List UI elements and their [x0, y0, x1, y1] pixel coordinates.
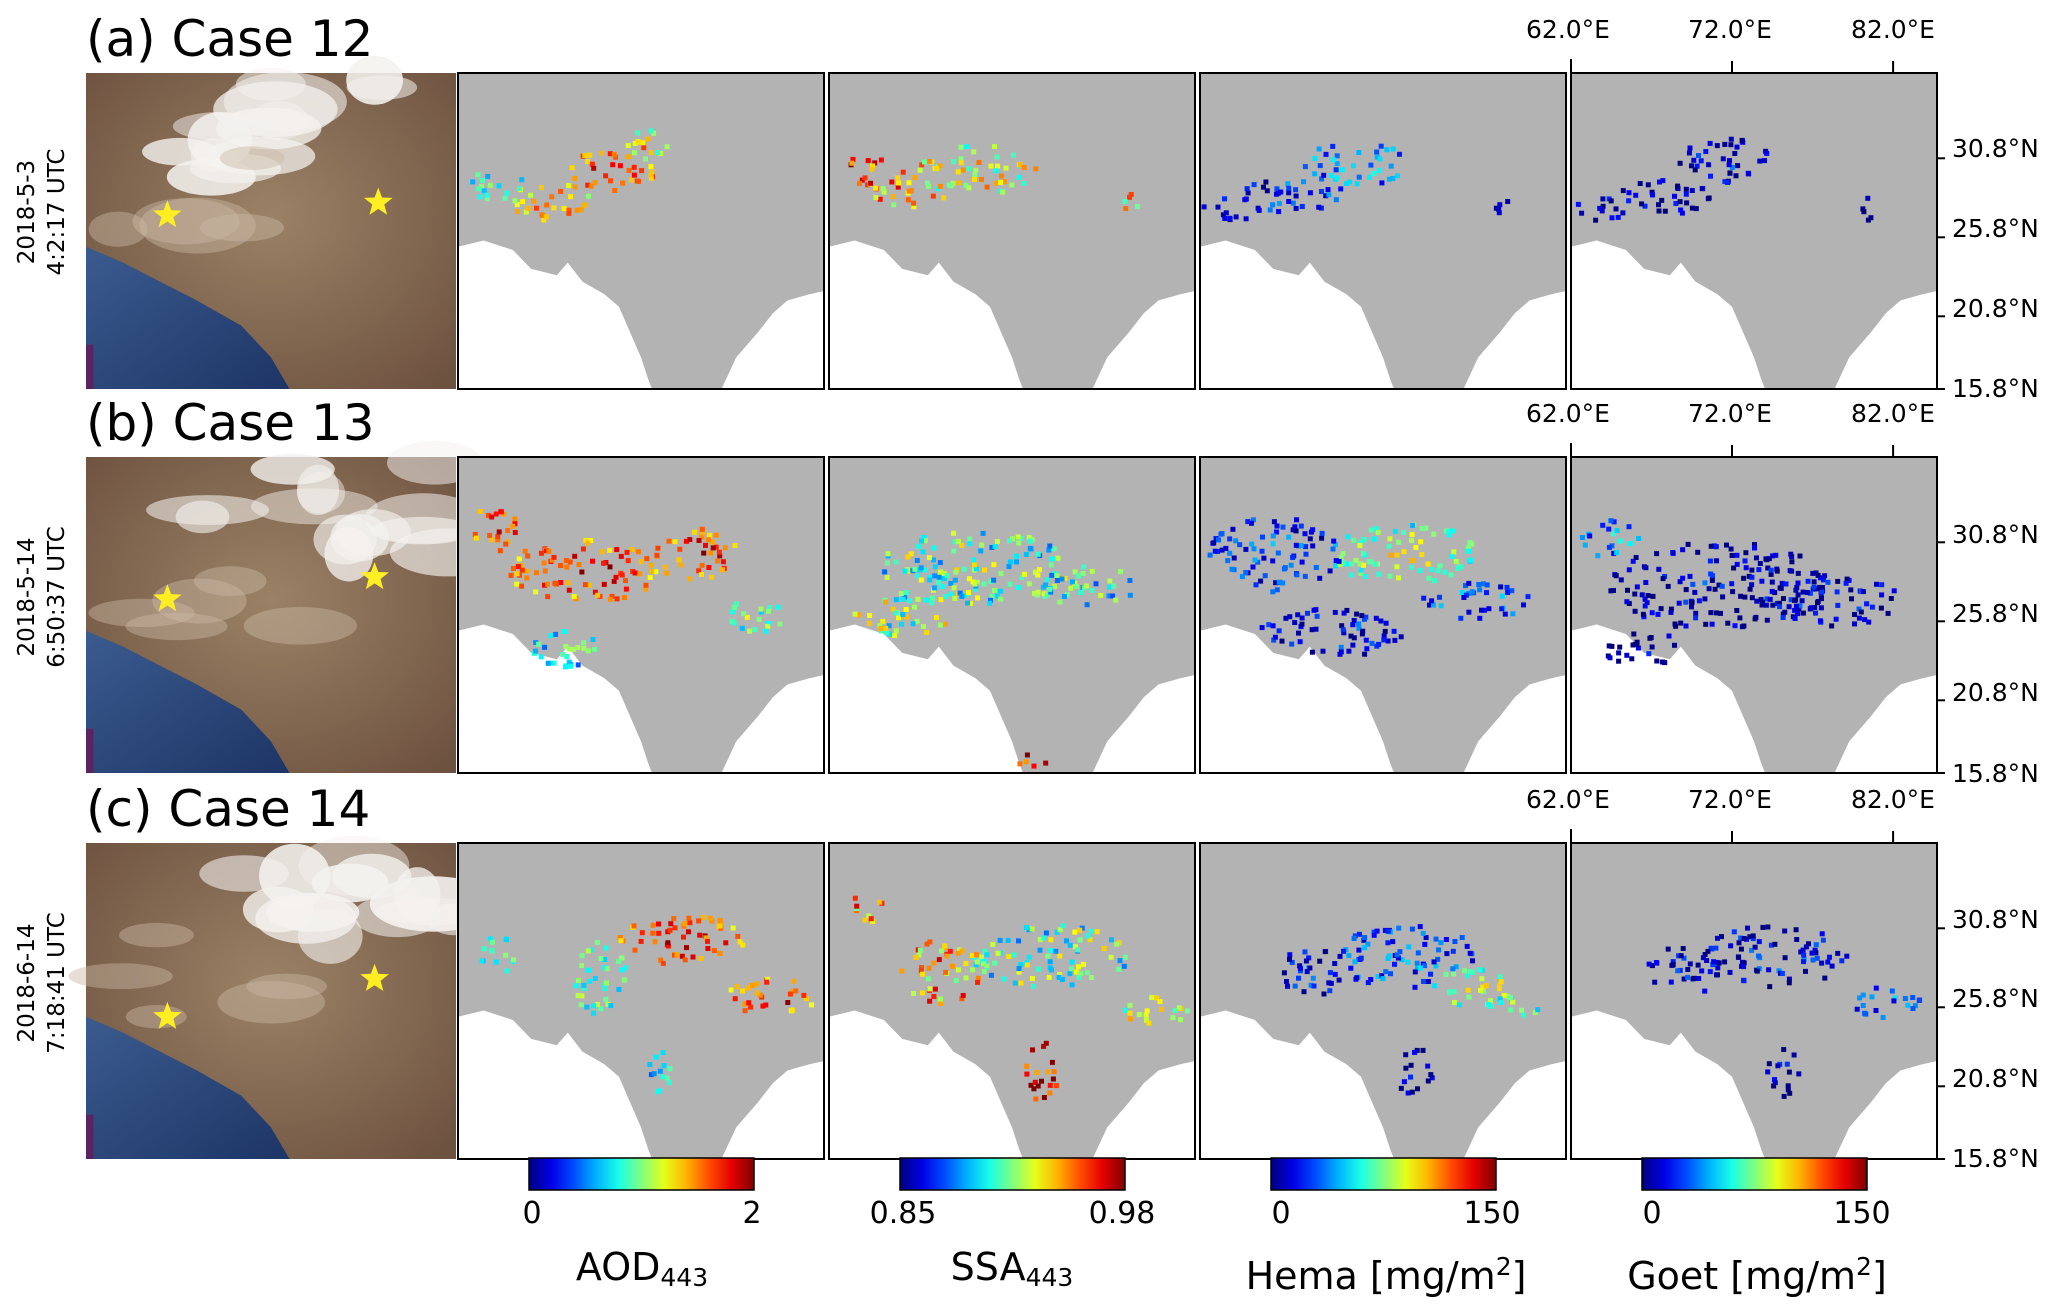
colorbar-hema-min: 0: [1271, 1196, 1291, 1231]
map-panel-ssa: [828, 456, 1196, 774]
lat-label-20-8: 20.8°N: [1952, 678, 2039, 707]
map-panel-aod: [457, 456, 825, 774]
case-title-b: (b) Case 13: [86, 394, 375, 452]
lon-label-62: 62.0°E: [1526, 15, 1610, 44]
colorbar-ssa: [899, 1157, 1126, 1191]
colorbar-ssa-max: 0.98: [1088, 1196, 1156, 1231]
map-panel-hema: [1199, 842, 1567, 1160]
lat-label-20-8: 20.8°N: [1952, 1064, 2039, 1093]
colorbar-aod-min: 0: [522, 1196, 542, 1231]
colorbar-hema-max: 150: [1463, 1196, 1521, 1231]
lat-label-30-8: 30.8°N: [1952, 134, 2039, 163]
site-star-icon: [153, 1001, 182, 1029]
lat-label-15-8: 15.8°N: [1952, 1144, 2039, 1173]
lat-label-25-8: 25.8°N: [1952, 984, 2039, 1013]
lat-label-15-8: 15.8°N: [1952, 374, 2039, 403]
colorbar-aod-max: 2: [742, 1196, 762, 1231]
case-title-c: (c) Case 14: [86, 780, 371, 838]
lon-label-72: 72.0°E: [1688, 15, 1772, 44]
map-panel-aod: [457, 72, 825, 390]
lat-label-30-8: 30.8°N: [1952, 520, 2039, 549]
colorbar-goet-label: Goet [mg/m2]: [1627, 1252, 1887, 1298]
lat-label-15-8: 15.8°N: [1952, 759, 2039, 788]
lat-label-25-8: 25.8°N: [1952, 214, 2039, 243]
colorbar-goet-min: 0: [1642, 1196, 1662, 1231]
satellite-image: [68, 835, 497, 1159]
map-panel-ssa: [828, 842, 1196, 1160]
colorbar-goet: [1641, 1157, 1868, 1191]
lon-label-82: 82.0°E: [1851, 15, 1935, 44]
satellite-image: [86, 55, 456, 389]
colorbar-goet-max: 150: [1833, 1196, 1891, 1231]
satellite-image: [86, 440, 507, 773]
lon-label-72: 72.0°E: [1688, 399, 1772, 428]
site-star-icon: [364, 187, 393, 215]
map-panel-hema: [1199, 72, 1567, 390]
site-star-icon: [360, 562, 389, 590]
lat-label-20-8: 20.8°N: [1952, 294, 2039, 323]
site-star-icon: [153, 584, 182, 612]
lon-label-82: 82.0°E: [1851, 785, 1935, 814]
lat-label-30-8: 30.8°N: [1952, 905, 2039, 934]
map-panel-goet: [1570, 72, 1938, 390]
map-panel-goet: [1570, 842, 1938, 1160]
colorbar-ssa-label: SSA443: [950, 1245, 1074, 1292]
map-panel-ssa: [828, 72, 1196, 390]
colorbar-ssa-min: 0.85: [869, 1196, 937, 1231]
map-panel-aod: [457, 842, 825, 1160]
colorbar-aod-label: AOD443: [575, 1245, 709, 1292]
lon-label-82: 82.0°E: [1851, 399, 1935, 428]
case-title-a: (a) Case 12: [86, 10, 374, 68]
map-panel-goet: [1570, 456, 1938, 774]
lon-label-62: 62.0°E: [1526, 785, 1610, 814]
site-star-icon: [360, 963, 389, 991]
lon-label-72: 72.0°E: [1688, 785, 1772, 814]
lon-label-62: 62.0°E: [1526, 399, 1610, 428]
colorbar-hema-label: Hema [mg/m2]: [1245, 1252, 1527, 1298]
colorbar-aod: [528, 1157, 755, 1191]
lat-label-25-8: 25.8°N: [1952, 599, 2039, 628]
colorbar-hema: [1270, 1157, 1497, 1191]
map-panel-hema: [1199, 456, 1567, 774]
site-star-icon: [153, 200, 182, 228]
